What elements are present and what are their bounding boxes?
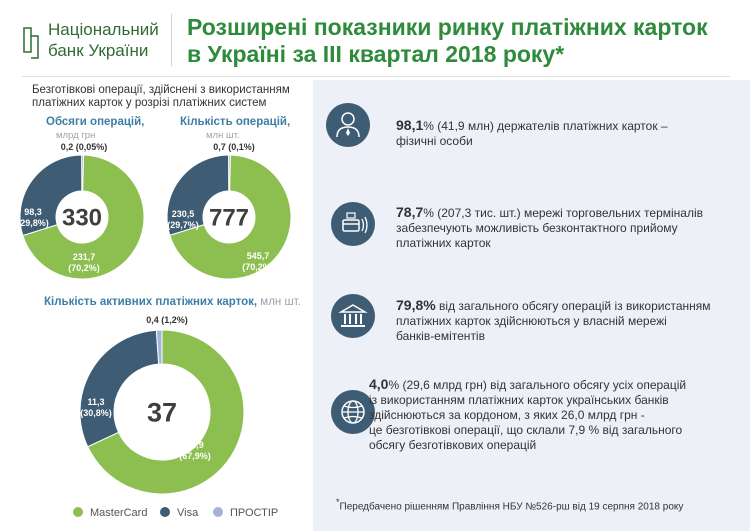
- chart2-label-простір: 0,7 (0,1%): [213, 142, 255, 152]
- chart1-label-простір: 0,2 (0,05%): [61, 142, 108, 152]
- stat-text-5: обсягу безготівкових операцій: [369, 438, 537, 452]
- stat-text: % (41,9 млн) держателів платіжних карток…: [423, 119, 668, 133]
- legend-label: ПРОСТІР: [230, 507, 279, 519]
- header-divider: [171, 14, 172, 66]
- legend-swatch: [73, 507, 83, 517]
- chart2-total: 777: [209, 205, 249, 232]
- subheading-line-2: платіжних карток у розрізі платіжних сис…: [32, 97, 267, 109]
- chart2-label-mastercard: 545,7 (70,2%): [242, 251, 274, 272]
- bank-building-icon: [331, 294, 375, 338]
- chart3-label-mastercard: 24,9 (67,9%): [179, 440, 211, 461]
- chart3-label-простір: 0,4 (1,2%): [146, 315, 188, 325]
- chart1-title: Обсяги операцій,: [46, 116, 145, 128]
- title-line-2: в Україні за ІІІ квартал 2018 року*: [187, 41, 565, 67]
- stat-value: 78,7: [396, 204, 424, 220]
- chart1-slice-простір: [81, 154, 85, 192]
- chart3-title-row: Кількість активних платіжних карток, млн…: [44, 296, 301, 308]
- stat-text-3: платіжних карток: [396, 236, 491, 250]
- stat-text-3: здійснюються за кордоном, з яких 26,0 мл…: [369, 408, 645, 422]
- chart3-slice-mastercard: [87, 329, 245, 495]
- subheading-line-1: Безготівкові операції, здійснені з викор…: [32, 84, 290, 96]
- chart1-total: 330: [62, 205, 102, 232]
- logo-line-1: Національний: [48, 20, 159, 39]
- stat-own-network: 79,8% від загального обсягу операцій із …: [396, 298, 711, 344]
- legend-label: Visa: [177, 507, 199, 519]
- logo-line-2: банк України: [48, 41, 149, 60]
- chart3-title: Кількість активних платіжних карток,: [44, 296, 258, 308]
- chart1-label-visa: 98,3 (29,8%): [17, 207, 49, 228]
- legend-mastercard: MasterCard: [73, 507, 147, 519]
- chart1-slice-visa: [19, 154, 83, 237]
- chart3-unit: млн шт.: [260, 296, 301, 308]
- legend-label: MasterCard: [90, 507, 148, 519]
- page-title: Розширені показники ринку платіжних карт…: [187, 14, 708, 68]
- nbu-logo: Національний банк України: [22, 20, 192, 70]
- nbu-emblem-icon: [23, 27, 39, 59]
- stat-value: 4,0: [369, 376, 389, 392]
- stat-text-2: фізичні особи: [396, 134, 473, 148]
- contactless-terminal-icon: [331, 202, 375, 246]
- footnote-mark: *: [336, 497, 340, 507]
- chart3-slice-простір: [155, 329, 163, 365]
- stat-text-3: банків-емітентів: [396, 329, 485, 343]
- footnote: *Передбачено рішенням Правління НБУ №526…: [336, 497, 683, 512]
- stat-text-2: із використанням платіжних карток україн…: [369, 393, 669, 407]
- person-icon: [326, 103, 370, 147]
- stat-text-2: забезпечують можливість безконтактного п…: [396, 221, 678, 235]
- chart2-slice-mastercard: [169, 154, 292, 280]
- stat-text: % (207,3 тис. шт.) мережі торговельних т…: [423, 206, 703, 220]
- stat-value: 79,8%: [396, 297, 436, 313]
- chart2-slice-простір: [228, 154, 232, 192]
- stat-cardholders: 98,1% (41,9 млн) держателів платіжних ка…: [396, 118, 668, 149]
- stat-abroad: 4,0% (29,6 млрд грн) від загального обся…: [369, 377, 686, 453]
- chart1-label-mastercard: 231,7 (70,2%): [68, 252, 100, 273]
- stat-text: % (29,6 млрд грн) від загального обсягу …: [388, 378, 687, 392]
- legend-prostir: ПРОСТІР: [213, 507, 278, 519]
- chart1-slice-mastercard: [22, 154, 145, 280]
- donut-charts: 330 231,7 (70,2%) 98,3 (29,8%) 0,2 (0,05%) 777…: [17, 142, 292, 495]
- chart2-slice-visa: [166, 154, 230, 236]
- legend-swatch: [213, 507, 223, 517]
- legend-swatch: [160, 507, 170, 517]
- chart3-label-visa: 11,3 (30,8%): [80, 397, 112, 418]
- chart1-unit: млрд грн: [56, 130, 96, 141]
- stat-value: 98,1: [396, 117, 424, 133]
- chart3-total: 37: [147, 398, 177, 428]
- chart3-slice-visa: [79, 329, 160, 448]
- title-line-1: Розширені показники ринку платіжних карт…: [187, 14, 708, 40]
- stat-text-2: платіжних карток здійснюються у власній …: [396, 314, 667, 328]
- legend-visa: Visa: [160, 507, 198, 519]
- header-rule: [22, 76, 730, 77]
- footnote-text: Передбачено рішенням Правління НБУ №526-…: [339, 501, 684, 513]
- stats-panel: [313, 80, 750, 531]
- chart2-unit: млн шт.: [206, 130, 240, 141]
- charts-subheading: Безготівкові операції, здійснені з викор…: [32, 84, 290, 110]
- stat-text-4: це безготівкові операції, що склали 7,9 …: [369, 423, 683, 437]
- chart2-title: Кількість операцій,: [180, 116, 291, 128]
- globe-icon: [331, 390, 375, 434]
- stat-text: від загального обсягу операцій із викори…: [435, 299, 711, 313]
- chart2-label-visa: 230,5 (29,7%): [167, 209, 199, 230]
- stat-terminals: 78,7% (207,3 тис. шт.) мережі торговельн…: [396, 205, 703, 251]
